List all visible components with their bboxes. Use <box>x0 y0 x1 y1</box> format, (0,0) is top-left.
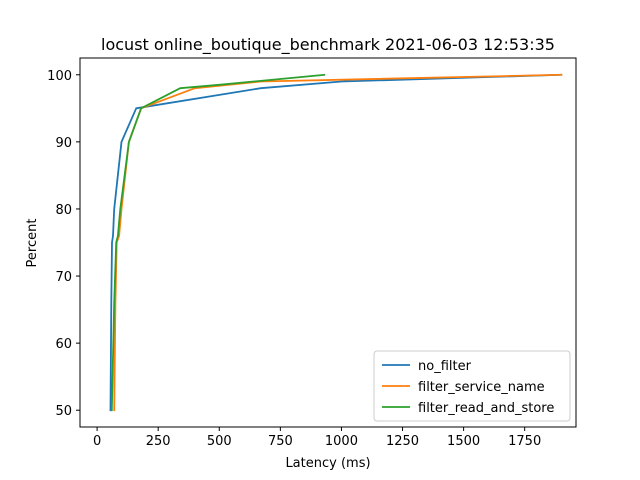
series-line-no-filter <box>109 73 563 412</box>
x-tick-label: 1750 <box>508 434 541 449</box>
y-tick-label: 100 <box>47 69 72 84</box>
legend-entry-label: filter_read_and_store <box>418 401 554 416</box>
legend-entry-label: filter_service_name <box>418 380 545 395</box>
x-tick-label: 750 <box>268 434 293 449</box>
x-tick-label: 1000 <box>325 434 358 449</box>
series-layer <box>109 73 563 412</box>
legend-entry-label: no_filter <box>418 359 472 374</box>
x-axis-ticks: 0 250 500 750 1000 1250 1500 1750 <box>93 427 541 449</box>
series-line-filter-read-and-store <box>110 73 326 412</box>
chart-title: locust online_boutique_benchmark 2021-06… <box>101 35 555 55</box>
x-tick-label: 250 <box>146 434 171 449</box>
y-axis-label: Percent <box>25 219 40 268</box>
chart-legend: no_filter filter_service_name filter_read_… <box>373 350 571 422</box>
axes-border <box>79 57 577 428</box>
x-tick-label: 1500 <box>447 434 480 449</box>
y-tick-label: 70 <box>55 270 72 285</box>
x-tick-label: 0 <box>93 434 101 449</box>
legend-box <box>373 350 571 422</box>
y-axis-ticks: 50 60 70 80 90 100 <box>47 69 80 419</box>
y-tick-label: 60 <box>55 337 72 352</box>
x-axis-label: Latency (ms) <box>285 456 370 471</box>
axis-spines <box>79 57 577 428</box>
x-tick-label: 1250 <box>386 434 419 449</box>
y-tick-label: 90 <box>55 136 72 151</box>
y-tick-label: 80 <box>55 203 72 218</box>
y-tick-label: 50 <box>55 404 72 419</box>
x-tick-label: 500 <box>207 434 232 449</box>
